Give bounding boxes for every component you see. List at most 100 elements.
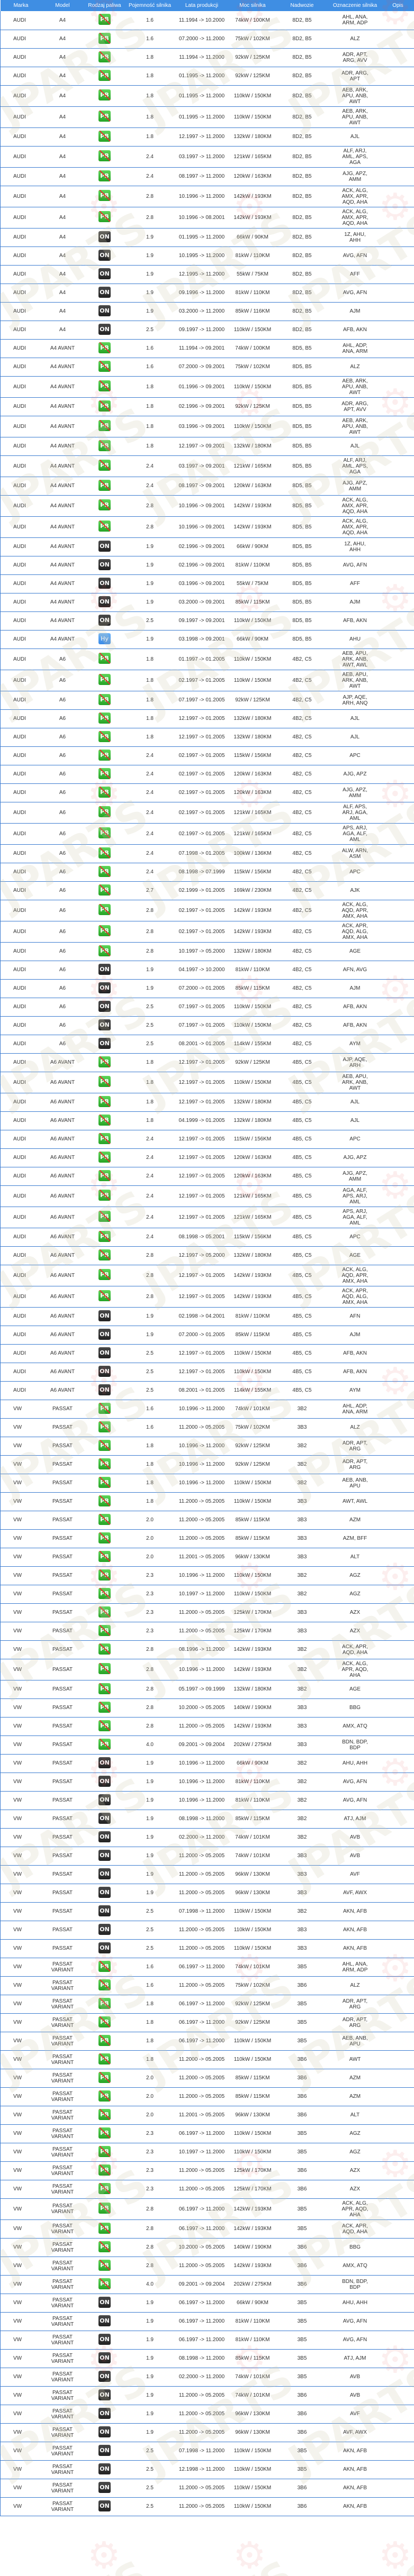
engine-code-text: AWT, AWL (342, 1499, 368, 1504)
cell-fuel-type: PB (83, 1167, 126, 1186)
cell-make: VW (0, 2386, 42, 2405)
cell-fuel-type: ON (83, 1939, 126, 1958)
cell-model: PASSAT VARIANT (41, 2460, 84, 2479)
cell-fuel-type: PB (83, 900, 126, 921)
cell-make: AUDI (0, 30, 42, 49)
cell-description (381, 1167, 414, 1186)
cell-engine-capacity: 1.9 (125, 2368, 174, 2387)
cell-description (381, 670, 414, 691)
cell-production-years: 03.1996 -> 09.2001 (174, 574, 230, 593)
cell-engine-code: ADR, APT, ARG (328, 1995, 382, 2014)
cell-engine-power: 125kW / 170KM (229, 2161, 276, 2180)
cell-fuel-type: ON (83, 1326, 126, 1345)
model-text: A6 (59, 771, 66, 777)
engine-code-text: AEB, ARK, APU, ANB, AWT (342, 417, 368, 435)
cell-production-years: 10.1996 -> 11.2000 (174, 1659, 230, 1680)
model-text: A6 (59, 734, 66, 740)
model-text: A6 (59, 888, 66, 893)
cell-engine-power: 121kW / 165KM (229, 455, 276, 477)
cell-model: A6 (41, 728, 84, 747)
cell-body: 3B2 (275, 1400, 329, 1419)
cell-make: AUDI (0, 246, 42, 266)
model-text: A4 AVANT (50, 618, 75, 624)
cell-model: PASSAT (41, 1680, 84, 1699)
cell-model: A6 (41, 670, 84, 691)
model-text: A4 AVANT (50, 503, 75, 509)
cell-make: AUDI (0, 921, 42, 943)
model-text: A6 AVANT (50, 1059, 75, 1065)
diesel-icon: ON (98, 559, 111, 570)
model-text: PASSAT VARIANT (51, 2297, 74, 2309)
cell-fuel-type: PB (83, 823, 126, 845)
cell-model: PASSAT (41, 1640, 84, 1659)
cell-engine-capacity: 2.4 (125, 863, 174, 882)
engine-code-text: BBG (349, 1705, 361, 1711)
cell-engine-capacity: 1.8 (125, 691, 174, 710)
cell-fuel-type: ON (83, 2349, 126, 2368)
cell-engine-power: 142kW / 193KM (229, 1286, 276, 1308)
cell-production-years: 02.1999 -> 01.2005 (174, 881, 230, 900)
cell-body: 4B2, C5 (275, 844, 329, 863)
cell-production-years: 12.1997 -> 01.2005 (174, 1072, 230, 1093)
cell-engine-capacity: 2.5 (125, 1016, 174, 1035)
cell-body: 4B5, C5 (275, 1246, 329, 1265)
cell-engine-code: APC (328, 1228, 382, 1247)
cell-fuel-type: ON (83, 979, 126, 998)
engine-code-text: AGE (349, 1253, 361, 1258)
engine-code-text: AWT (349, 2057, 361, 2062)
cell-body: 8D5, B5 (275, 477, 329, 496)
cell-engine-code: AMX, ATQ (328, 2257, 382, 2276)
cell-description (381, 1246, 414, 1265)
cell-body: 3B5 (275, 2460, 329, 2479)
engine-code-text: AFF (350, 271, 360, 277)
engine-code-text: ALF, APS, ARJ, AGA, AML (342, 803, 368, 821)
cell-model: PASSAT (41, 1511, 84, 1530)
no-lead-petrol-icon: PB (98, 2164, 111, 2176)
fuel-label: ON (100, 1367, 110, 1375)
cell-engine-code: AJL (328, 1093, 382, 1112)
cell-fuel-type: PB (83, 207, 126, 229)
model-text: PASSAT VARIANT (51, 2072, 74, 2084)
cell-engine-capacity: 2.3 (125, 2161, 174, 2180)
cell-body: 8D5, B5 (275, 593, 329, 612)
cell-make: AUDI (0, 961, 42, 980)
model-text: A6 (59, 656, 66, 662)
cell-body: 4B2, C5 (275, 691, 329, 710)
cell-engine-code: AGZ (328, 1566, 382, 1585)
cell-fuel-type: PB (83, 2219, 126, 2239)
cell-engine-capacity: 2.4 (125, 146, 174, 168)
cell-body: 8D2, B5 (275, 30, 329, 49)
no-lead-petrol-icon: PB (98, 674, 111, 685)
cell-description (381, 2124, 414, 2143)
cell-engine-power: 85kW / 115KM (229, 1511, 276, 1530)
model-text: A6 (59, 716, 66, 721)
cell-description (381, 302, 414, 321)
cell-engine-capacity: 1.8 (125, 67, 174, 86)
cell-body: 4B2, C5 (275, 881, 329, 900)
cell-model: A6 (41, 765, 84, 784)
cell-make: VW (0, 1474, 42, 1493)
cell-engine-power: 120kW / 163KM (229, 1167, 276, 1186)
model-text: PASSAT VARIANT (51, 2315, 74, 2327)
no-lead-petrol-icon: PB (98, 2090, 111, 2102)
cell-fuel-type: PB (83, 728, 126, 747)
cell-engine-code: ALZ (328, 1418, 382, 1437)
cell-body: 3B2 (275, 1437, 329, 1456)
cell-make: VW (0, 1847, 42, 1866)
cell-model: A4 AVANT (41, 593, 84, 612)
cell-engine-power: 142kW / 193KM (229, 1717, 276, 1736)
model-text: A4 AVANT (50, 404, 75, 409)
cell-engine-capacity: 2.4 (125, 844, 174, 863)
cell-engine-power: 115kW / 156KM (229, 1130, 276, 1149)
cell-description (381, 2198, 414, 2220)
cell-fuel-type: ON (83, 556, 126, 575)
cell-fuel-type: PB (83, 1622, 126, 1641)
cell-body: 8D2, B5 (275, 85, 329, 107)
cell-make: AUDI (0, 186, 42, 207)
